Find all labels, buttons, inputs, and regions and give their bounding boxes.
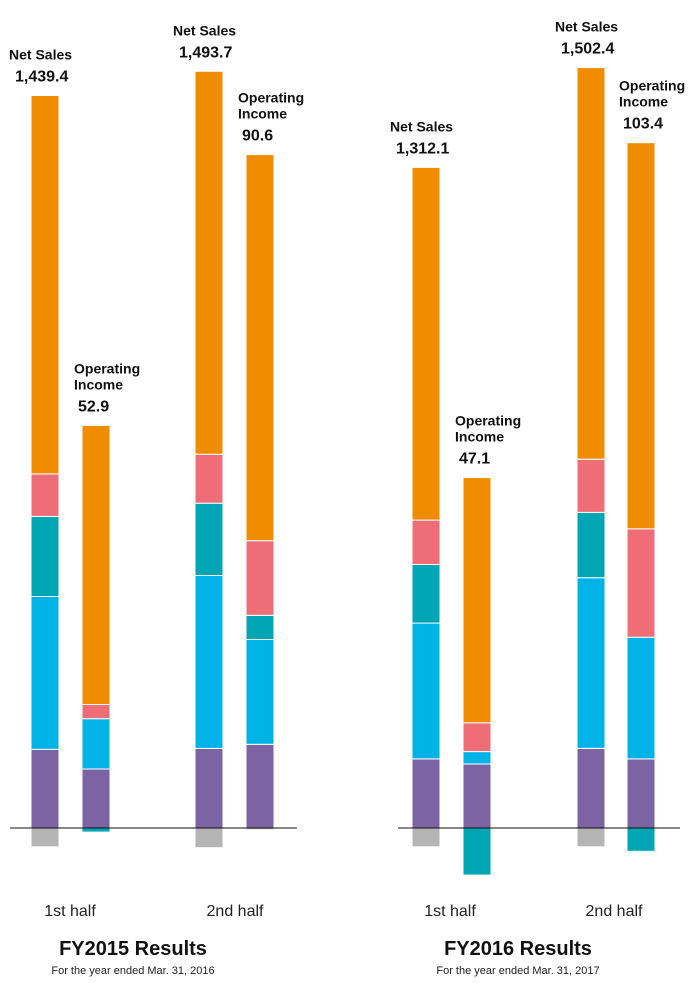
bar-segment-purple: [576, 747, 606, 829]
bar-segment-blue: [30, 596, 60, 750]
bar-label-name: Income: [619, 94, 668, 110]
bar-segment-orange: [81, 424, 111, 705]
half-label: 1st half: [424, 903, 476, 920]
bar-segment-orange: [626, 142, 656, 530]
bar-segment-pink: [194, 453, 224, 504]
bar-label-value: 1,502.4: [561, 41, 614, 58]
bar-label-name: Operating: [455, 413, 521, 429]
bar-segment-pink: [626, 528, 656, 638]
bar: [81, 424, 111, 833]
bar: [626, 142, 656, 852]
bar-label-value: 1,439.4: [15, 69, 68, 86]
bar-segment-orange: [411, 166, 441, 521]
bar-segment-orange: [194, 70, 224, 455]
bar-segment-blue: [245, 639, 275, 745]
bar-segment-teal: [30, 515, 60, 598]
group-title: FY2015 Results: [59, 938, 207, 960]
bar-segment-blue: [194, 575, 224, 749]
bar-label: Net Sales 1,439.4: [9, 47, 72, 86]
bar-segment-purple: [462, 763, 492, 829]
bar-segment-pink: [576, 458, 606, 513]
bar-segment-blue: [626, 636, 656, 760]
bar-segment-negative-gray: [576, 827, 606, 848]
bar-segment-pink: [30, 473, 60, 517]
bar-segment-orange: [576, 67, 606, 460]
bar: [245, 154, 275, 831]
bar-segment-negative-gray: [194, 827, 224, 849]
bar-label-name: Operating: [619, 78, 685, 94]
bar-segment-blue: [81, 718, 111, 770]
bar: [576, 67, 606, 848]
bar-segment-purple: [81, 768, 111, 829]
bar-label-value: 90.6: [242, 128, 273, 145]
bar-segment-blue: [576, 577, 606, 749]
group-subtitle: For the year ended Mar. 31, 2016: [51, 965, 214, 977]
bar-segment-orange: [30, 95, 60, 475]
bar-label-name: Operating: [238, 90, 304, 106]
bar-label-value: 1,312.1: [396, 140, 449, 157]
bar-label-name: Operating: [74, 360, 140, 376]
bar-segment-purple: [30, 748, 60, 829]
bar-segment-purple: [626, 758, 656, 829]
group-title: FY2016 Results: [444, 938, 592, 960]
bar-segment-blue: [462, 751, 492, 765]
bar-segment-orange: [245, 154, 275, 542]
half-label: 1st half: [44, 903, 96, 920]
bar-segment-negative-gray: [30, 827, 60, 848]
bar-segment-orange: [462, 477, 492, 724]
bar-segment-blue: [411, 622, 441, 760]
half-label: 2nd half: [586, 903, 643, 920]
bar-label-value: 52.9: [78, 398, 109, 415]
bar-segment-negative-teal: [462, 827, 492, 876]
bar-label-name: Net Sales: [555, 19, 618, 35]
bar-segment-teal: [194, 502, 224, 577]
bar-segment-negative-teal: [81, 827, 111, 833]
bar-segment-teal: [576, 511, 606, 579]
bar-segment-negative-gray: [411, 827, 441, 848]
half-label: 2nd half: [207, 903, 264, 920]
bar-label-name: Income: [238, 106, 287, 122]
bar: [30, 95, 60, 848]
bar-segment-pink: [411, 519, 441, 565]
bar-segment-pink: [81, 704, 111, 720]
group-subtitle: For the year ended Mar. 31, 2017: [436, 965, 599, 977]
bar-label: Net Sales 1,312.1: [390, 118, 453, 157]
bar-segment-pink: [245, 540, 275, 616]
bar-label-name: Net Sales: [390, 118, 453, 134]
bar-label-name: Net Sales: [9, 47, 72, 63]
bar-segment-purple: [194, 747, 224, 829]
bar-label: Net Sales 1,493.7: [173, 22, 236, 61]
bar-label-name: Income: [74, 376, 123, 392]
bar-segment-negative-teal: [626, 827, 656, 852]
bar-label-name: Net Sales: [173, 22, 236, 38]
bar-label-name: Income: [455, 429, 504, 445]
bar-label-value: 1,493.7: [179, 44, 232, 61]
bar-segment-purple: [411, 758, 441, 829]
bar-label-value: 103.4: [623, 116, 663, 133]
bar: [194, 70, 224, 849]
bar-segment-teal: [245, 614, 275, 640]
bar: [411, 166, 441, 848]
bar-segment-teal: [411, 564, 441, 624]
bar-label-value: 47.1: [459, 451, 490, 468]
bar-segment-purple: [245, 743, 275, 829]
bar-label: Net Sales 1,502.4: [555, 19, 618, 58]
bar-segment-pink: [462, 722, 492, 753]
bar: [462, 477, 492, 876]
